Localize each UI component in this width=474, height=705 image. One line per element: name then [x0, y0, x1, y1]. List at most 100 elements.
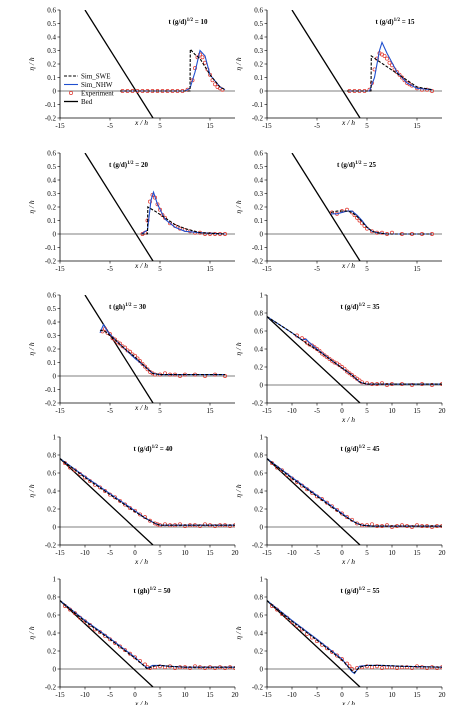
nhw-line [347, 40, 433, 92]
x-tick-label: 5 [158, 691, 162, 699]
bed-line [267, 600, 361, 687]
y-tick-label: 0.6 [47, 469, 56, 477]
experiment-point [113, 337, 117, 342]
x-tick-label: 10 [182, 549, 190, 557]
bed-line [84, 153, 154, 261]
x-tick-label: -15 [55, 122, 65, 130]
y-tick-label: 1 [53, 575, 57, 583]
nhw-line [141, 190, 226, 235]
y-tick-label: 0.1 [254, 74, 263, 82]
panel-title: t (g/d)1/2 = 40 [134, 445, 173, 453]
x-tick-label: -15 [262, 691, 272, 699]
bed-line [60, 600, 154, 687]
x-tick-label: 0 [133, 691, 137, 699]
experiment-point [370, 522, 374, 527]
nhw-line [99, 323, 225, 376]
x-tick-label: -15 [55, 691, 65, 699]
y-tick-label: 0 [260, 523, 264, 531]
experiment-point [385, 56, 389, 61]
x-tick-label: -5 [314, 691, 320, 699]
x-axis-label: x / h [341, 261, 355, 270]
panel-7: -0.2 0 0.2 0.4 0.6 0.8 1 -15 -10 -5 0 5 10 15 20 x / h η… [27, 433, 239, 566]
experiment-point [345, 515, 349, 520]
y-tick-label: 1 [260, 433, 264, 441]
experiment-point [193, 664, 197, 669]
swe-line [347, 54, 433, 92]
legend-label: Bed [81, 98, 93, 106]
x-tick-label: -10 [287, 549, 297, 557]
x-tick-label: -10 [80, 691, 90, 699]
legend-label: Sim_SWE [81, 72, 111, 80]
swe-line [141, 206, 226, 235]
y-tick-label: 0.1 [254, 217, 263, 225]
panel-title: t (gh)1/2 = 30 [109, 303, 147, 311]
bed-line [267, 316, 361, 403]
y-tick-label: 0.5 [254, 163, 263, 171]
y-tick-label: -0.2 [252, 257, 264, 265]
y-tick-label: 0 [53, 87, 57, 95]
experiment-point [385, 383, 389, 387]
x-tick-label: -5 [107, 549, 113, 557]
y-tick-label: 0.8 [254, 309, 263, 317]
y-axis-label: η / h [234, 626, 243, 640]
y-tick-label: 0.5 [47, 305, 56, 313]
experiment-point [325, 355, 329, 360]
y-tick-label: -0.1 [45, 386, 57, 394]
y-axis-label: η / h [27, 626, 36, 640]
panel-title: t (g/d)1/2 = 10 [169, 18, 208, 26]
y-tick-label: -0.1 [45, 101, 57, 109]
x-tick-label: 5 [158, 122, 162, 130]
x-tick-label: -10 [287, 691, 297, 699]
x-axis-label: x / h [341, 118, 355, 127]
experiment-point [400, 523, 404, 528]
y-tick-label: 0.6 [47, 6, 56, 14]
y-tick-label: 0.3 [47, 190, 56, 198]
x-tick-label: -15 [55, 407, 65, 415]
experiment-point [320, 497, 324, 502]
x-tick-label: 20 [232, 691, 240, 699]
swe-line [120, 47, 226, 92]
x-tick-label: 15 [207, 265, 215, 273]
x-tick-label: 5 [365, 122, 369, 130]
x-tick-label: 15 [414, 549, 422, 557]
y-tick-label: -0.2 [252, 541, 264, 549]
x-tick-label: -15 [262, 549, 272, 557]
x-tick-label: 5 [365, 549, 369, 557]
y-tick-label: 0.8 [47, 593, 56, 601]
y-tick-label: 0.6 [47, 611, 56, 619]
y-tick-label: -0.2 [45, 257, 57, 265]
experiment-point [153, 372, 157, 377]
bed-line [84, 295, 154, 403]
experiment-point [183, 524, 187, 529]
experiment-point [430, 525, 434, 529]
experiment-point [158, 664, 162, 669]
x-axis-label: x / h [134, 118, 148, 127]
experiment-point [332, 360, 337, 365]
panel-title: t (g/d)1/2 = 55 [341, 587, 380, 595]
experiment-point [200, 55, 205, 60]
y-tick-label: 0.5 [254, 20, 263, 28]
swe-line [267, 316, 442, 385]
experiment-point [405, 665, 409, 670]
experiment-point [203, 666, 207, 671]
experiment-point [148, 518, 152, 523]
nhw-line [267, 458, 442, 527]
y-axis-label: η / h [234, 484, 243, 498]
y-tick-label: 0.2 [254, 203, 263, 211]
y-tick-label: -0.2 [45, 114, 57, 122]
experiment-point [123, 648, 127, 653]
y-tick-label: 0.1 [47, 359, 56, 367]
y-tick-label: -0.2 [45, 683, 57, 691]
panel-10: -0.2 0 0.2 0.4 0.6 0.8 1 -15 -10 -5 0 5 10 15 20 x / h η… [234, 575, 446, 705]
experiment-point [322, 353, 327, 358]
y-tick-label: 0 [260, 230, 264, 238]
y-tick-label: 0.4 [254, 487, 263, 495]
y-tick-label: 0 [53, 523, 57, 531]
x-tick-label: -15 [262, 265, 272, 273]
experiment-point [410, 383, 414, 387]
y-tick-label: 0.6 [254, 469, 263, 477]
x-tick-label: 0 [340, 691, 344, 699]
x-tick-label: 5 [365, 691, 369, 699]
experiment-point [228, 524, 232, 529]
